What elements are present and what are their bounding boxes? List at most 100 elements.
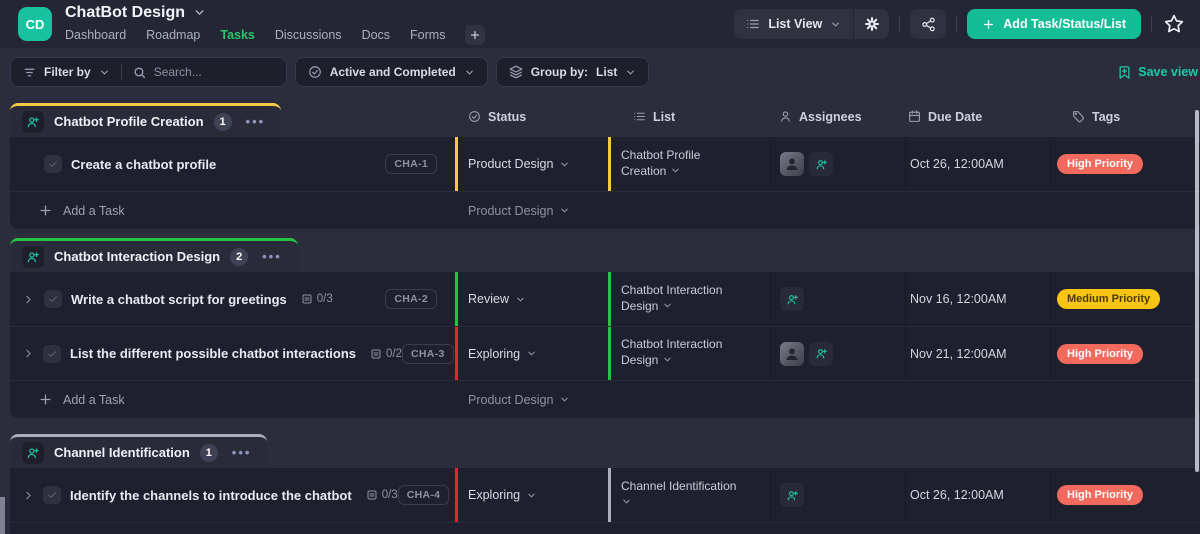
add-tab-button[interactable] (465, 24, 486, 45)
task-row[interactable]: Identify the channels to introduce the c… (10, 468, 1200, 522)
share-button[interactable] (910, 9, 947, 39)
status-cell[interactable]: Exploring (455, 468, 608, 522)
group-header-tab[interactable]: Chatbot Interaction Design 2 ••• (10, 238, 298, 272)
save-view-button[interactable]: Save view (1117, 65, 1198, 80)
chevron-right-icon (26, 491, 31, 499)
view-selector-dropdown[interactable]: List View (734, 9, 853, 39)
filter-search-pill: Filter by (10, 57, 287, 87)
task-checkbox[interactable] (43, 486, 61, 504)
task-checkbox[interactable] (44, 290, 62, 308)
share-icon (922, 17, 935, 31)
project-title-dropdown[interactable]: ChatBot Design (65, 4, 485, 22)
task-title[interactable]: Write a chatbot script for greetings (71, 291, 287, 307)
add-assignee-button[interactable] (809, 341, 833, 366)
nav-tab-tasks[interactable]: Tasks (220, 27, 255, 42)
search-input[interactable] (153, 65, 274, 79)
status-cell[interactable]: Product Design (455, 137, 608, 191)
filter-by-dropdown[interactable]: Filter by (23, 65, 110, 79)
task-name-cell: Identify the channels to introduce the c… (10, 468, 455, 522)
calendar-icon (909, 110, 920, 122)
page-title: ChatBot Design (65, 3, 185, 21)
column-header-assignees: Assignees (779, 110, 862, 124)
chevron-down-icon (465, 70, 473, 74)
expand-toggle[interactable] (22, 489, 35, 502)
group-menu-dots[interactable]: ••• (245, 114, 266, 129)
filter-by-label: Filter by (44, 65, 91, 79)
list-cell[interactable]: Chatbot Profile Creation (608, 137, 770, 191)
group-header-tab[interactable]: Channel Identification 1 ••• (10, 434, 268, 468)
add-task-default-status[interactable]: Product Design (455, 192, 1200, 229)
task-title[interactable]: Identify the channels to introduce the c… (70, 487, 352, 503)
completion-filter-dropdown[interactable]: Active and Completed (294, 57, 488, 87)
group-by-value: List (596, 65, 618, 79)
nav-tab-discussions[interactable]: Discussions (274, 27, 342, 42)
expand-toggle[interactable] (22, 347, 35, 360)
add-assignee-button[interactable] (809, 152, 833, 176)
list-cell[interactable]: Chatbot Interaction Design (608, 272, 770, 326)
favorite-star-button[interactable] (1162, 14, 1186, 34)
group-by-dropdown[interactable]: Group by: List (495, 57, 650, 87)
task-row[interactable]: Create a chatbot profile CHA-1 Product Des… (10, 137, 1200, 191)
group-body: Create a chatbot profile CHA-1 Product Des… (10, 137, 1200, 229)
nav-tab-dashboard[interactable]: Dashboard (65, 27, 127, 42)
task-title[interactable]: Create a chatbot profile (71, 156, 217, 172)
assign-group-button[interactable] (22, 441, 44, 464)
task-row[interactable]: List the different possible chatbot inte… (10, 326, 1200, 380)
workspace-avatar-badge[interactable]: CD (18, 7, 52, 41)
task-checkbox[interactable] (44, 155, 62, 173)
group-task-count-badge: 2 (230, 247, 249, 266)
check-circle-icon (308, 66, 321, 78)
priority-tag[interactable]: Medium Priority (1057, 289, 1161, 309)
nav-tab-docs[interactable]: Docs (361, 27, 391, 42)
list-cell[interactable]: Chatbot Interaction Design (608, 327, 770, 380)
list-cell[interactable]: Channel Identification (608, 468, 770, 522)
add-task-button[interactable]: Add a Task (10, 192, 455, 229)
due-date-cell[interactable]: Oct 26, 12:00AM (905, 468, 1050, 522)
group-menu-dots[interactable]: ••• (231, 445, 252, 460)
group-title: Chatbot Interaction Design (54, 249, 221, 264)
due-date-cell[interactable]: Nov 16, 12:00AM (905, 272, 1050, 326)
chevron-down-icon (832, 22, 840, 26)
person-add-icon (27, 116, 39, 127)
add-task-row[interactable]: Add a Task Product Design (10, 380, 1200, 418)
add-task-row[interactable] (10, 522, 1200, 534)
assign-group-button[interactable] (22, 245, 44, 268)
nav-tab-forms[interactable]: Forms (410, 27, 446, 42)
task-name-cell: Create a chatbot profile CHA-1 (10, 137, 455, 191)
group-menu-dots[interactable]: ••• (262, 249, 282, 264)
assignee-avatar[interactable] (780, 152, 804, 176)
priority-tag[interactable]: High Priority (1057, 343, 1144, 364)
status-cell[interactable]: Review (455, 272, 608, 326)
task-title[interactable]: List the different possible chatbot inte… (70, 346, 357, 361)
add-task-button[interactable]: Add a Task (10, 381, 455, 418)
vertical-scrollbar[interactable] (1195, 110, 1199, 472)
group-header-tab[interactable]: Chatbot Profile Creation 1 ••• (10, 103, 282, 137)
assignee-avatar[interactable] (780, 341, 804, 366)
gear-icon (864, 17, 879, 31)
priority-tag[interactable]: High Priority (1057, 154, 1144, 174)
person-fill-icon (786, 158, 798, 170)
person-fill-icon (786, 348, 798, 360)
add-task-row[interactable]: Add a Task Product Design (10, 191, 1200, 229)
left-scrollbar[interactable] (0, 497, 5, 534)
add-assignee-button[interactable] (780, 483, 804, 507)
task-list-content: Status List Assignees Due Date Tags Chat… (0, 96, 1200, 534)
task-checkbox[interactable] (43, 344, 61, 363)
add-assignee-button[interactable] (780, 287, 804, 311)
task-row[interactable]: Write a chatbot script for greetings 0/3 C… (10, 272, 1200, 326)
checklist-icon (367, 490, 377, 500)
due-date-cell[interactable]: Nov 21, 12:00AM (905, 327, 1050, 380)
nav-tab-roadmap[interactable]: Roadmap (146, 27, 201, 42)
add-task-button[interactable] (10, 523, 455, 534)
task-id-badge: CHA-2 (385, 289, 437, 309)
status-cell[interactable]: Exploring (455, 327, 608, 380)
expand-toggle[interactable] (22, 293, 36, 306)
add-task-default-status[interactable] (455, 523, 1200, 534)
due-date-cell[interactable]: Oct 26, 12:00AM (905, 137, 1050, 191)
person-icon (781, 111, 790, 122)
add-task-status-list-button[interactable]: Add Task/Status/List (967, 9, 1141, 39)
assign-group-button[interactable] (22, 110, 44, 133)
priority-tag[interactable]: High Priority (1057, 485, 1144, 505)
add-task-default-status[interactable]: Product Design (455, 381, 1200, 418)
view-settings-button[interactable] (853, 9, 889, 39)
